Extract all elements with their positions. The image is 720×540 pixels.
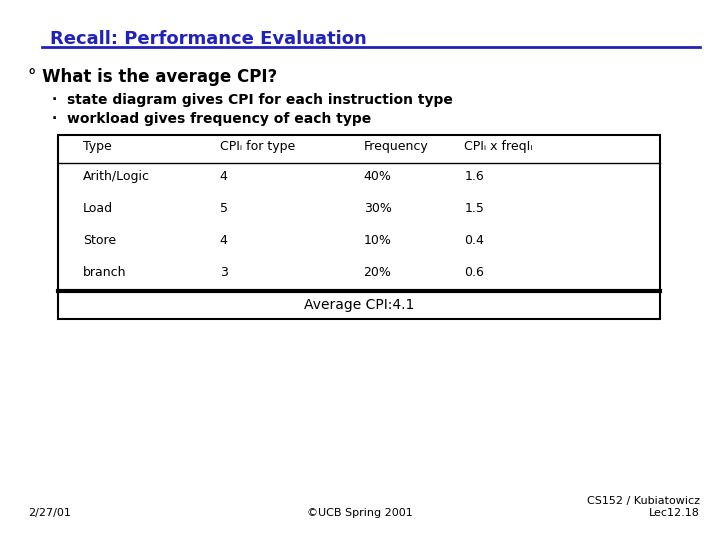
Text: 1.6: 1.6 — [464, 170, 484, 183]
Text: 4: 4 — [220, 170, 228, 183]
Text: Arith/Logic: Arith/Logic — [83, 170, 150, 183]
Text: ° What is the average CPI?: ° What is the average CPI? — [28, 68, 277, 86]
Text: Recall: Performance Evaluation: Recall: Performance Evaluation — [50, 30, 366, 48]
Text: 10%: 10% — [364, 234, 392, 247]
Text: Average CPI:4.1: Average CPI:4.1 — [304, 298, 414, 312]
Text: CPIᵢ x freqIᵢ: CPIᵢ x freqIᵢ — [464, 140, 533, 153]
Bar — [58, 135, 660, 319]
Text: 30%: 30% — [364, 202, 392, 215]
Text: 4: 4 — [220, 234, 228, 247]
Text: branch: branch — [83, 266, 126, 279]
Text: 1.5: 1.5 — [464, 202, 485, 215]
Text: 0.4: 0.4 — [464, 234, 485, 247]
Text: Store: Store — [83, 234, 116, 247]
Text: ©UCB Spring 2001: ©UCB Spring 2001 — [307, 508, 413, 518]
Text: 20%: 20% — [364, 266, 392, 279]
Text: 2/27/01: 2/27/01 — [28, 508, 71, 518]
Text: ·  workload gives frequency of each type: · workload gives frequency of each type — [52, 112, 372, 126]
Text: 5: 5 — [220, 202, 228, 215]
Text: ·  state diagram gives CPI for each instruction type: · state diagram gives CPI for each instr… — [52, 93, 453, 107]
Text: 3: 3 — [220, 266, 228, 279]
Text: Frequency: Frequency — [364, 140, 428, 153]
Text: Load: Load — [83, 202, 113, 215]
Text: Type: Type — [83, 140, 112, 153]
Text: 0.6: 0.6 — [464, 266, 485, 279]
Text: 40%: 40% — [364, 170, 392, 183]
Text: CS152 / Kubiatowicz
Lec12.18: CS152 / Kubiatowicz Lec12.18 — [587, 496, 700, 518]
Text: CPIᵢ for type: CPIᵢ for type — [220, 140, 295, 153]
